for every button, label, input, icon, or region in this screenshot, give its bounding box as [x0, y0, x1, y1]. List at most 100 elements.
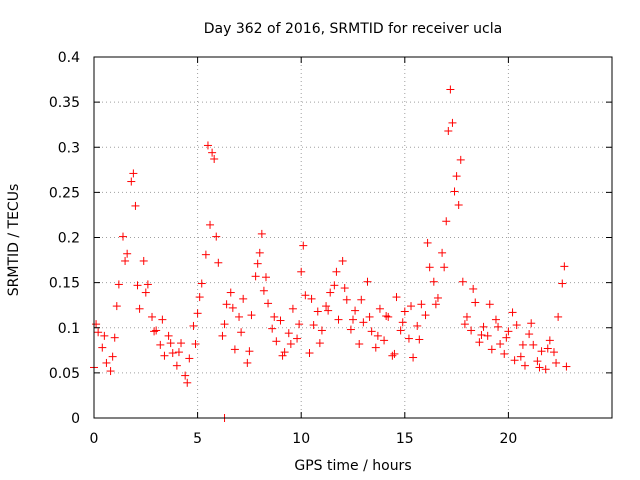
- data-point: [423, 238, 432, 247]
- data-point: [193, 309, 202, 318]
- y-tick-label: 0.3: [58, 140, 80, 156]
- data-point: [342, 295, 351, 304]
- data-point: [560, 262, 569, 271]
- data-point: [520, 361, 529, 370]
- data-point: [367, 327, 376, 336]
- data-point: [413, 321, 422, 330]
- data-point: [226, 288, 235, 297]
- y-tick-label: 0.05: [49, 366, 80, 382]
- data-point: [483, 331, 492, 340]
- y-tick-label: 0.4: [58, 50, 80, 66]
- data-point: [131, 201, 140, 210]
- data-point: [143, 280, 152, 289]
- data-point: [371, 343, 380, 352]
- data-point: [203, 141, 212, 150]
- data-point: [554, 312, 563, 321]
- x-tick-label: 0: [90, 431, 99, 447]
- data-point: [392, 293, 401, 302]
- data-point: [110, 333, 119, 342]
- data-point: [512, 321, 521, 330]
- data-point: [309, 321, 318, 330]
- data-point: [230, 345, 239, 354]
- data-point: [133, 281, 142, 290]
- plot-layer: [90, 85, 571, 422]
- data-point: [409, 353, 418, 362]
- data-point: [299, 241, 308, 250]
- data-point: [359, 318, 368, 327]
- data-point: [525, 330, 534, 339]
- data-point: [208, 148, 217, 157]
- data-point: [450, 187, 459, 196]
- data-point: [415, 335, 424, 344]
- data-point: [552, 358, 561, 367]
- data-point: [431, 300, 440, 309]
- data-point: [251, 272, 260, 281]
- data-point: [400, 307, 409, 316]
- data-point: [510, 356, 519, 365]
- data-point: [421, 311, 430, 320]
- y-tick-label: 0.1: [58, 321, 80, 337]
- data-point: [398, 318, 407, 327]
- data-point: [272, 337, 281, 346]
- data-point: [228, 303, 237, 312]
- data-point: [189, 321, 198, 330]
- y-tick-label: 0.35: [49, 95, 80, 111]
- data-point: [220, 320, 229, 329]
- data-point: [156, 340, 165, 349]
- data-point: [301, 291, 310, 300]
- data-point: [390, 349, 399, 358]
- data-point: [444, 127, 453, 136]
- data-point: [127, 177, 136, 186]
- x-tick-label: 15: [396, 431, 414, 447]
- data-point: [121, 256, 130, 265]
- data-point: [502, 333, 511, 342]
- data-point: [363, 277, 372, 286]
- data-point: [305, 349, 314, 358]
- data-point: [516, 352, 525, 361]
- data-point: [94, 328, 103, 337]
- data-point: [500, 349, 509, 358]
- y-axis-label: SRMTID / TECUs: [6, 184, 22, 297]
- x-tick-label: 20: [499, 431, 517, 447]
- data-point: [334, 315, 343, 324]
- y-tick-label: 0.25: [49, 185, 80, 201]
- data-point: [485, 300, 494, 309]
- data-point: [280, 348, 289, 357]
- data-point: [257, 229, 266, 238]
- data-point: [475, 338, 484, 347]
- data-point: [518, 340, 527, 349]
- data-point: [261, 273, 270, 282]
- data-point: [529, 340, 538, 349]
- data-point: [384, 312, 393, 321]
- data-point: [191, 339, 200, 348]
- data-point: [326, 288, 335, 297]
- data-point: [92, 320, 101, 329]
- data-point: [440, 263, 449, 272]
- data-point: [218, 331, 227, 340]
- data-point: [382, 312, 391, 321]
- data-point: [177, 339, 186, 348]
- grid-layer: [94, 57, 612, 418]
- y-tick-label: 0: [71, 411, 80, 427]
- data-point: [284, 329, 293, 338]
- data-point: [351, 306, 360, 315]
- data-point: [114, 280, 123, 289]
- data-point: [172, 361, 181, 370]
- data-point: [458, 277, 467, 286]
- data-point: [100, 331, 109, 340]
- data-point: [508, 308, 517, 317]
- data-point: [549, 348, 558, 357]
- data-point: [380, 336, 389, 345]
- data-point: [471, 298, 480, 307]
- data-point: [467, 326, 476, 335]
- tick-labels-layer: 0 5 10 15 20 0 0.05 0.1 0.15 0.2 0.25 0.3 0.35 0.4: [49, 50, 517, 447]
- data-point: [206, 220, 215, 229]
- data-point: [332, 267, 341, 276]
- data-point: [245, 347, 254, 356]
- data-point: [295, 320, 304, 329]
- data-point: [148, 312, 157, 321]
- data-point: [235, 312, 244, 321]
- data-point: [404, 334, 413, 343]
- data-point: [247, 311, 256, 320]
